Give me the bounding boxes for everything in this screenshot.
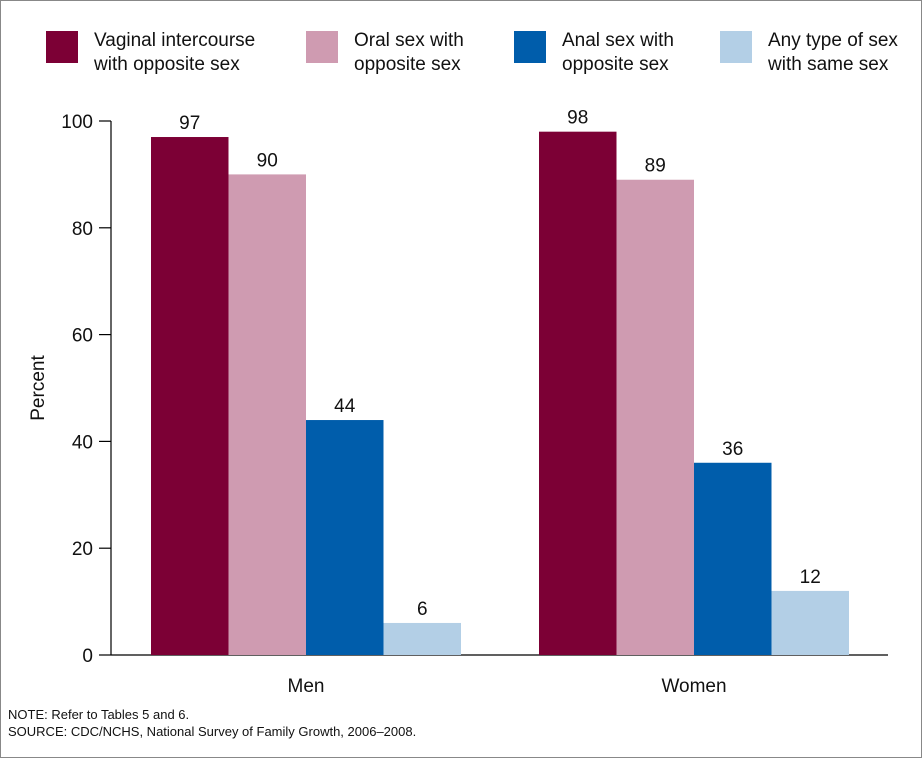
legend-label-3-line-1: Anal sex with	[562, 30, 674, 51]
legend-label-4-line-1: Any type of sex	[768, 30, 898, 51]
y-tick-label-0: 0	[82, 646, 93, 667]
bar-women-1	[539, 131, 617, 655]
bar-men-4	[383, 622, 461, 655]
note-text: NOTE: Refer to Tables 5 and 6.	[8, 707, 190, 722]
data-label-women-1: 98	[567, 108, 588, 129]
legend-swatch-1	[46, 31, 78, 63]
legend-label-1-line-1: Vaginal intercourse	[94, 30, 255, 51]
bar-men-2	[228, 174, 306, 655]
chart-notes: NOTE: Refer to Tables 5 and 6. SOURCE: C…	[8, 706, 416, 740]
y-tick-label-20: 20	[72, 539, 93, 560]
bar-chart: Vaginal intercourse with opposite sex Oral…	[28, 30, 898, 697]
bar-women-4	[771, 590, 849, 655]
bar-men-3	[306, 420, 384, 655]
y-tick-label-100: 100	[61, 112, 93, 133]
legend-label-2-line-1: Oral sex with	[354, 30, 464, 51]
data-label-men-3: 44	[334, 396, 356, 417]
bar-women-3	[694, 462, 772, 655]
y-axis-label: Percent	[28, 355, 49, 421]
data-label-men-2: 90	[257, 150, 278, 171]
legend-label-2-line-2: opposite sex	[354, 54, 461, 75]
bar-men-1	[151, 137, 229, 655]
legend-swatch-4	[720, 31, 752, 63]
data-label-men-1: 97	[179, 113, 200, 134]
legend-swatch-2	[306, 31, 338, 63]
y-tick-label-60: 60	[72, 326, 93, 347]
data-label-women-2: 89	[645, 156, 666, 177]
legend-swatch-3	[514, 31, 546, 63]
legend-label-3-line-2: opposite sex	[562, 54, 669, 75]
legend-label-1-line-2: with opposite sex	[93, 54, 240, 75]
data-label-women-3: 36	[722, 439, 743, 460]
x-category-label-men: Men	[288, 676, 325, 697]
bar-women-2	[616, 179, 694, 656]
y-tick-label-40: 40	[72, 432, 93, 453]
data-label-men-4: 6	[417, 599, 428, 620]
x-category-label-women: Women	[661, 676, 726, 697]
source-text: SOURCE: CDC/NCHS, National Survey of Fam…	[8, 724, 417, 739]
data-label-women-4: 12	[800, 567, 821, 588]
legend-label-4-line-2: with same sex	[767, 54, 889, 75]
y-tick-label-80: 80	[72, 219, 93, 240]
